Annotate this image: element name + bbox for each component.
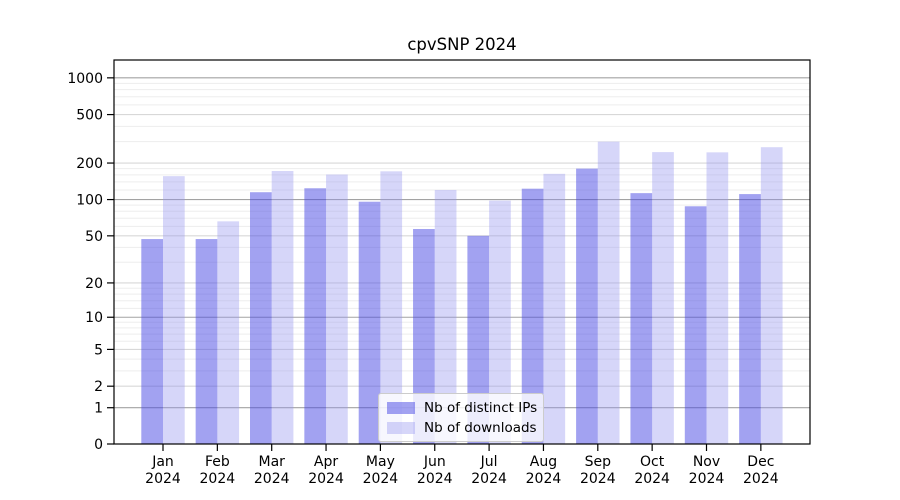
- x-tick-label-month: Jul: [480, 454, 498, 470]
- bar-distinct-ips-mar-2024: [250, 192, 272, 444]
- x-tick-label-year: 2024: [743, 471, 779, 487]
- x-tick-label-month: Feb: [205, 454, 230, 470]
- x-tick-label-year: 2024: [254, 471, 290, 487]
- y-tick-label: 50: [85, 229, 103, 245]
- bar-distinct-ips-feb-2024: [195, 239, 218, 444]
- x-tick-label-month: Oct: [640, 454, 665, 470]
- bar-distinct-ips-jul-2024: [467, 235, 490, 444]
- bar-downloads-mar-2024: [271, 171, 294, 444]
- legend-label: Nb of distinct IPs: [424, 399, 538, 416]
- x-tick-label-month: Jun: [423, 454, 446, 470]
- y-tick-label: 1000: [67, 71, 103, 87]
- x-tick-label-month: Nov: [693, 454, 720, 470]
- bar-downloads-apr-2024: [326, 174, 348, 445]
- x-tick-label-month: May: [366, 454, 395, 470]
- bar-downloads-sep-2024: [597, 141, 620, 444]
- x-tick-label-month: Sep: [585, 454, 612, 470]
- x-tick-label-year: 2024: [634, 471, 670, 487]
- y-tick-label: 500: [76, 108, 103, 124]
- y-tick-label: 200: [76, 156, 103, 172]
- bar-downloads-jan-2024: [163, 176, 185, 444]
- y-tick-label: 0: [94, 437, 103, 453]
- bar-distinct-ips-apr-2024: [304, 188, 327, 444]
- bar-distinct-ips-dec-2024: [739, 194, 761, 444]
- y-tick-label: 1: [94, 401, 103, 417]
- x-tick-label-year: 2024: [526, 471, 562, 487]
- legend: Nb of distinct IPs Nb of downloads: [378, 393, 544, 442]
- x-tick-label-month: Dec: [747, 454, 774, 470]
- y-tick-label: 5: [94, 342, 103, 358]
- y-tick-label: 10: [85, 310, 103, 326]
- bar-distinct-ips-jun-2024: [413, 229, 435, 444]
- x-tick-label-month: Jan: [151, 454, 174, 470]
- bar-distinct-ips-jan-2024: [141, 239, 163, 444]
- y-tick-label: 20: [85, 276, 103, 292]
- bar-distinct-ips-sep-2024: [576, 168, 598, 444]
- bar-downloads-feb-2024: [217, 221, 240, 444]
- bar-downloads-jun-2024: [434, 189, 457, 444]
- x-tick-label-year: 2024: [580, 471, 616, 487]
- legend-swatch-downloads: [387, 421, 415, 434]
- plot-border: [113, 59, 811, 445]
- bar-distinct-ips-oct-2024: [630, 193, 653, 444]
- x-tick-label-year: 2024: [200, 471, 236, 487]
- y-tick-label: 2: [94, 379, 103, 395]
- x-tick-label-year: 2024: [689, 471, 725, 487]
- bar-downloads-nov-2024: [706, 152, 729, 444]
- bar-distinct-ips-may-2024: [358, 201, 381, 444]
- x-tick-label-year: 2024: [417, 471, 453, 487]
- bar-downloads-jul-2024: [489, 200, 511, 444]
- legend-item-distinct-ips: Nb of distinct IPs: [387, 399, 538, 416]
- x-tick-label-year: 2024: [363, 471, 399, 487]
- bar-downloads-dec-2024: [760, 147, 783, 444]
- legend-swatch-distinct-ips: [387, 401, 415, 414]
- bar-distinct-ips-nov-2024: [684, 206, 707, 444]
- legend-label: Nb of downloads: [424, 419, 537, 436]
- x-tick-label-year: 2024: [145, 471, 181, 487]
- chart-title: cpvSNP 2024: [407, 35, 517, 54]
- x-tick-label-month: Apr: [314, 454, 338, 470]
- x-tick-label-month: Aug: [530, 454, 557, 470]
- legend-item-downloads: Nb of downloads: [387, 419, 537, 436]
- x-tick-label-year: 2024: [308, 471, 344, 487]
- x-tick-label-month: Mar: [258, 454, 285, 470]
- bar-downloads-may-2024: [380, 171, 403, 444]
- x-tick-label-year: 2024: [471, 471, 507, 487]
- bar-downloads-aug-2024: [543, 173, 566, 445]
- y-tick-label: 100: [76, 193, 103, 209]
- bar-distinct-ips-aug-2024: [521, 188, 544, 444]
- bar-downloads-oct-2024: [652, 152, 674, 444]
